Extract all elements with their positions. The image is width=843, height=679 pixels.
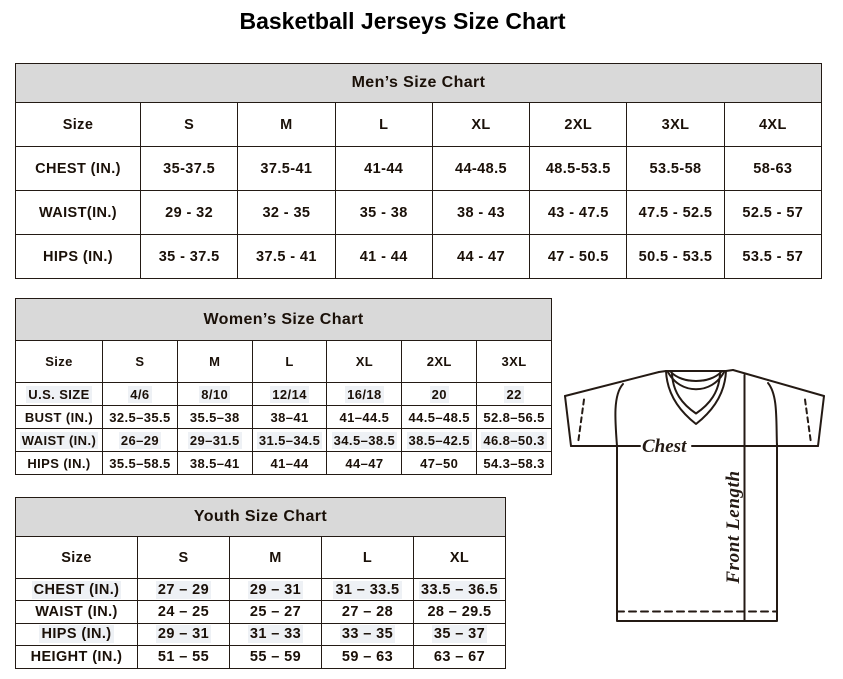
svg-text:Chest: Chest	[642, 436, 687, 457]
svg-text:Front Length: Front Length	[723, 470, 744, 584]
